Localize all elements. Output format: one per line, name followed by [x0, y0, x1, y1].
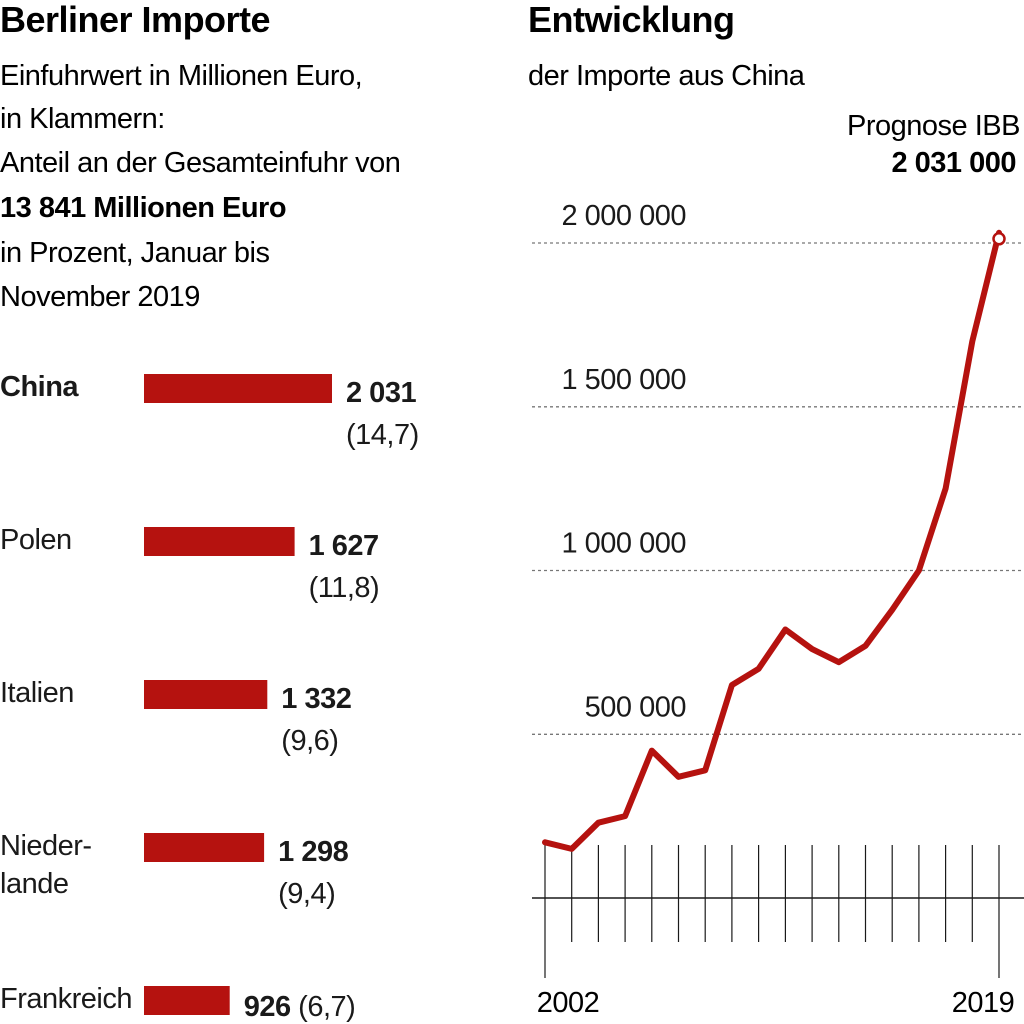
y-tick-label: 500 000 — [585, 691, 686, 723]
left-subtitle-total: 13 841 Millionen Euro — [0, 192, 286, 224]
share-label-polen: (11,8) — [309, 572, 380, 604]
share-label-italien: (9,6) — [281, 725, 338, 757]
forecast-point — [992, 232, 1006, 246]
left-subtitle-line-5: in Prozent, Januar bis — [0, 237, 269, 269]
bar-niederlande — [144, 833, 265, 862]
share-label-niederlande: (9,4) — [278, 878, 335, 910]
bar-frankreich — [144, 986, 230, 1015]
forecast-value: 2 031 000 — [891, 147, 1016, 179]
china-imports-line-chart: 500 000 1 000 000 1 500 000 2 000 000 — [532, 200, 1024, 978]
left-title: Berliner Importe — [0, 0, 270, 40]
category-label-china: China — [0, 371, 79, 403]
left-subtitle-line-6: November 2019 — [0, 281, 200, 313]
category-label-italien: Italien — [0, 677, 74, 709]
right-subtitle: der Importe aus China — [528, 60, 806, 92]
x-axis-end-label: 2019 — [952, 987, 1015, 1019]
bar-polen — [144, 527, 295, 556]
category-label-niederlande: lande — [0, 868, 68, 900]
left-subtitle-line-2: in Klammern: — [0, 103, 165, 135]
bar-italien — [144, 680, 268, 709]
left-subtitle-line-3: Anteil an der Gesamteinfuhr von — [0, 147, 400, 179]
left-subtitle-line-1: Einfuhrwert in Millionen Euro, — [0, 60, 362, 92]
category-label-polen: Polen — [0, 524, 72, 556]
forecast-label: Prognose IBB — [847, 110, 1020, 142]
share-label-frankreich: (6,7) — [298, 991, 355, 1023]
y-tick-label: 2 000 000 — [561, 200, 686, 232]
value-label-frankreich: 926 (6,7) — [244, 991, 356, 1023]
china-imports-line — [542, 229, 1002, 852]
right-title: Entwicklung — [528, 0, 735, 40]
value-label-polen: 1 627 — [309, 530, 379, 562]
category-label-frankreich: Frankreich — [0, 983, 132, 1015]
share-label-china: (14,7) — [346, 419, 419, 451]
value-label-italien: 1 332 — [281, 683, 351, 715]
y-tick-label: 1 500 000 — [561, 364, 686, 396]
category-label-niederlande: Nieder- — [0, 830, 92, 862]
value-label-china: 2 031 — [346, 377, 416, 409]
value-label-niederlande: 1 298 — [278, 836, 348, 868]
country-bar-chart: China 2 031 (14,7) Polen 1 627 (11,8) Italien 1… — [0, 371, 419, 1023]
x-axis-start-label: 2002 — [537, 987, 600, 1019]
y-tick-label: 1 000 000 — [561, 528, 686, 560]
bar-china — [144, 374, 332, 403]
